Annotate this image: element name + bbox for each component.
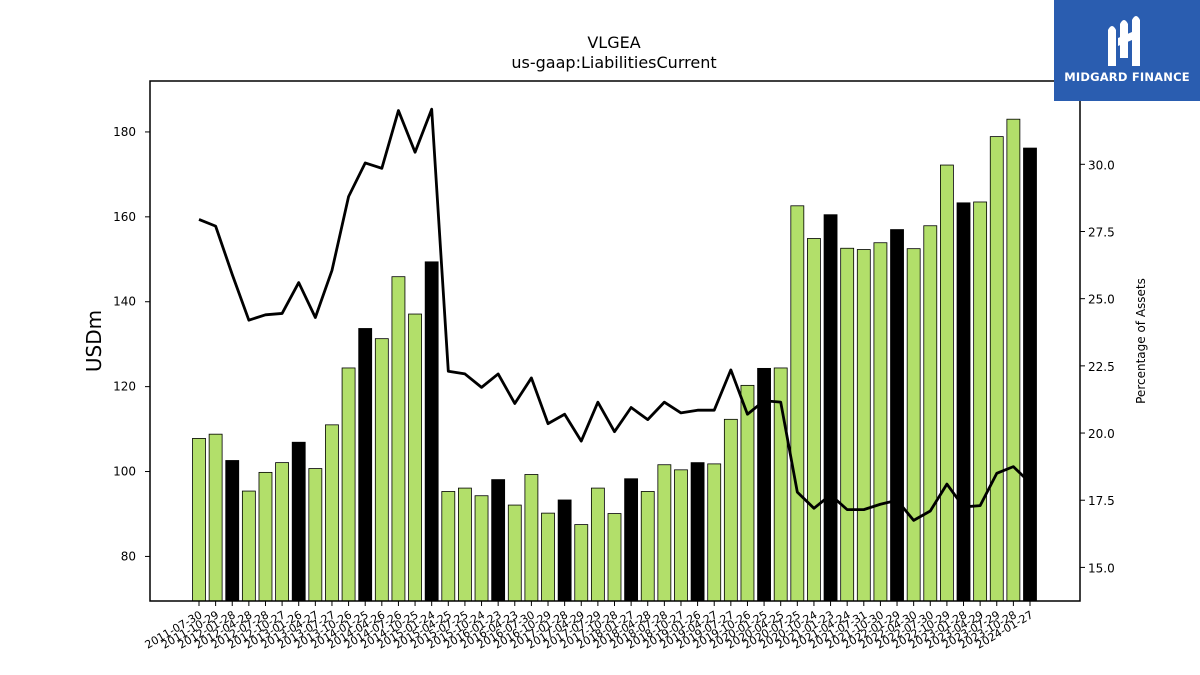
bar xyxy=(973,201,988,602)
brand-logo: MIDGARD FINANCE xyxy=(1054,0,1200,101)
bar xyxy=(524,474,539,602)
y2-tick-label: 30.0 xyxy=(1088,158,1115,172)
bar xyxy=(940,164,954,602)
bar xyxy=(873,242,888,602)
bar xyxy=(574,524,589,602)
chart-subtitle: us-gaap:LiabilitiesCurrent xyxy=(511,53,716,72)
y2-axis-label: Percentage of Assets xyxy=(1134,278,1148,404)
bar xyxy=(590,487,605,602)
y-tick-label: 120 xyxy=(113,380,136,394)
chart-title: VLGEA xyxy=(587,33,640,52)
bar xyxy=(807,238,821,602)
y-axis-label: USDm xyxy=(82,310,106,372)
bar xyxy=(291,441,306,602)
bar xyxy=(624,478,639,602)
bar xyxy=(723,418,738,602)
midgard-logo-icon xyxy=(1108,16,1140,66)
bar xyxy=(541,512,555,602)
bar xyxy=(790,205,805,602)
bar xyxy=(740,384,755,602)
bar xyxy=(491,479,506,602)
y-tick-label: 80 xyxy=(121,549,136,563)
y2-tick-label: 27.5 xyxy=(1088,225,1115,239)
bar xyxy=(325,424,339,602)
bar xyxy=(690,462,705,602)
bar xyxy=(275,462,290,602)
bar xyxy=(374,338,389,602)
y-tick-label: 180 xyxy=(113,125,136,139)
bar xyxy=(989,136,1004,602)
y-tick-label: 140 xyxy=(113,295,136,309)
bar xyxy=(258,471,273,602)
bar xyxy=(391,276,406,602)
bar xyxy=(674,469,688,602)
bar xyxy=(341,367,356,602)
bar xyxy=(707,463,722,602)
percentage-line xyxy=(198,107,1031,522)
y2-tick-label: 17.5 xyxy=(1088,494,1115,508)
bar xyxy=(906,248,921,602)
bar xyxy=(823,214,838,602)
bar xyxy=(856,249,871,602)
y2-tick-label: 22.5 xyxy=(1088,360,1115,374)
y-tick-label: 160 xyxy=(113,210,136,224)
y-tick-label: 100 xyxy=(113,465,136,479)
bar xyxy=(840,247,855,602)
bar xyxy=(241,490,256,602)
bar xyxy=(208,433,223,602)
y2-tick-label: 15.0 xyxy=(1088,561,1115,575)
bar xyxy=(657,464,672,602)
bar xyxy=(225,460,240,602)
y2-tick-label: 25.0 xyxy=(1088,293,1115,307)
bar xyxy=(192,438,206,602)
bar xyxy=(458,487,472,602)
bar xyxy=(557,499,572,602)
bar xyxy=(507,504,522,602)
y2-tick-label: 20.0 xyxy=(1088,427,1115,441)
bar xyxy=(441,491,456,602)
bar xyxy=(1023,147,1037,602)
bar xyxy=(640,491,655,602)
bar xyxy=(474,495,489,602)
bar xyxy=(607,513,622,602)
bar xyxy=(308,468,323,602)
bar xyxy=(890,229,904,602)
bar xyxy=(358,328,373,602)
bar xyxy=(408,313,422,602)
bar xyxy=(956,202,971,602)
logo-text: MIDGARD FINANCE xyxy=(1064,70,1190,84)
bar xyxy=(923,225,938,602)
bar xyxy=(1006,118,1021,602)
bar xyxy=(424,261,439,602)
